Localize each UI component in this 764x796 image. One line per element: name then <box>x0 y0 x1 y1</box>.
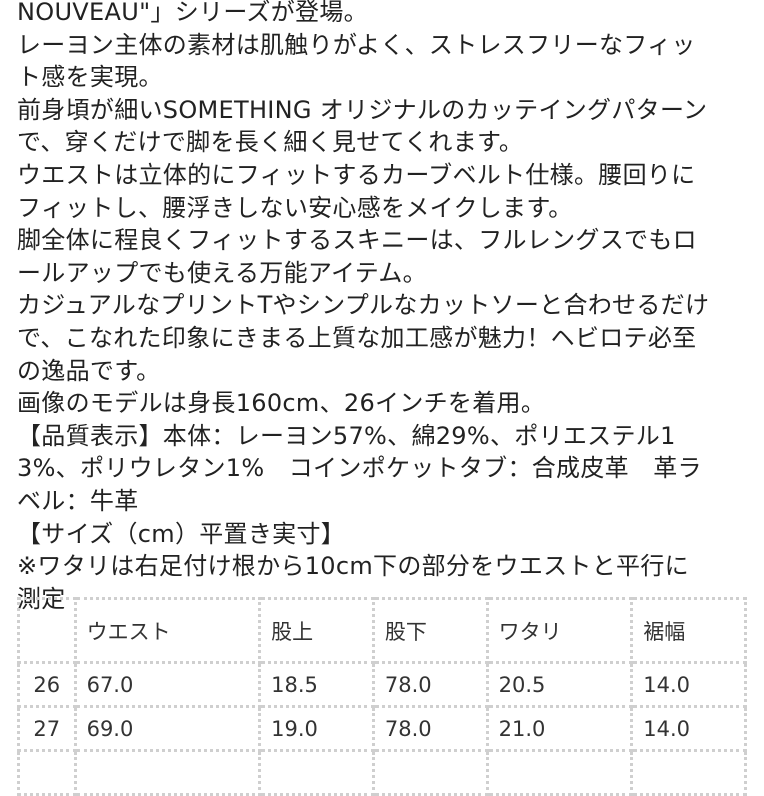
table-row: 27 69.0 19.0 78.0 21.0 14.0 <box>17 705 747 752</box>
cell-inseam: 78.0 <box>371 705 489 752</box>
table-header-row: ウエスト 股上 股下 ワタリ 裾幅 <box>17 597 747 664</box>
description-line: NOUVEAU"」シリーズが登場。 <box>17 0 368 26</box>
cell-size: 27 <box>17 705 77 752</box>
table-row <box>17 749 747 796</box>
cell-waist: 69.0 <box>73 705 262 752</box>
header-cell-waist: ウエスト <box>73 597 262 664</box>
header-cell-rise: 股上 <box>258 597 375 664</box>
cell-inseam: 78.0 <box>371 661 489 708</box>
description-line: 【サイズ（cm）平置き実寸】 <box>17 519 346 548</box>
description-line: 前身頃が細いSOMETHING オリジナルのカッテイングパターン <box>17 95 708 124</box>
description-line: ト感を実現。 <box>17 63 163 92</box>
description-line: 3%、ポリウレタン1% コインポケットタブ：合成皮革 革ラ <box>17 454 702 483</box>
description-line: で、穿くだけで脚を長く細く見せてくれます。 <box>17 128 524 157</box>
cell-rise: 18.5 <box>258 661 375 708</box>
description-line: フィットし、腰浮きしない安心感をメイクします。 <box>17 193 573 222</box>
cell-waist <box>73 749 262 796</box>
description-line: 脚全体に程良くフィットするスキニーは、フルレングスでもロ <box>17 226 697 255</box>
header-cell-hem: 裾幅 <box>630 597 747 664</box>
cell-inseam <box>371 749 489 796</box>
description-line: ※ワタリは右足付け根から10cm下の部分をウエストと平行に <box>17 552 689 581</box>
header-cell-size <box>17 597 77 664</box>
table-row: 26 67.0 18.5 78.0 20.5 14.0 <box>17 661 747 708</box>
cell-size: 26 <box>17 661 77 708</box>
cell-hem: 14.0 <box>630 705 747 752</box>
header-cell-thigh: ワタリ <box>485 597 634 664</box>
cell-hem <box>630 749 747 796</box>
cell-hem: 14.0 <box>630 661 747 708</box>
cell-thigh <box>485 749 634 796</box>
description-line: ベル：牛革 <box>17 487 139 515</box>
cell-waist: 67.0 <box>73 661 262 708</box>
cell-thigh: 20.5 <box>485 661 634 708</box>
description-line: ウエストは立体的にフィットするカーブベルト仕様。腰回りに <box>17 161 696 189</box>
description-line: 【品質表示】本体：レーヨン57%、綿29%、ポリエステル1 <box>17 421 676 450</box>
size-table: ウエスト 股上 股下 ワタリ 裾幅 26 67.0 18.5 78.0 20.5… <box>17 597 747 796</box>
header-cell-inseam: 股下 <box>371 597 489 664</box>
description-line: ールアップでも使える万能アイテム。 <box>17 258 427 287</box>
description-line: 画像のモデルは身長160cm、26インチを着用。 <box>17 389 546 418</box>
description-line: で、こなれた印象にきまる上質な加工感が魅力！ヘビロテ必至 <box>17 324 697 352</box>
description-line: カジュアルなプリントTやシンプルなカットソーと合わせるだけ <box>17 291 710 320</box>
cell-thigh: 21.0 <box>485 705 634 752</box>
description-line: の逸品です。 <box>17 356 161 385</box>
description-line: レーヨン主体の素材は肌触りがよく、ストレスフリーなフィッ <box>17 30 696 59</box>
cell-rise <box>258 749 375 796</box>
cell-rise: 19.0 <box>258 705 375 752</box>
cell-size <box>17 749 77 796</box>
